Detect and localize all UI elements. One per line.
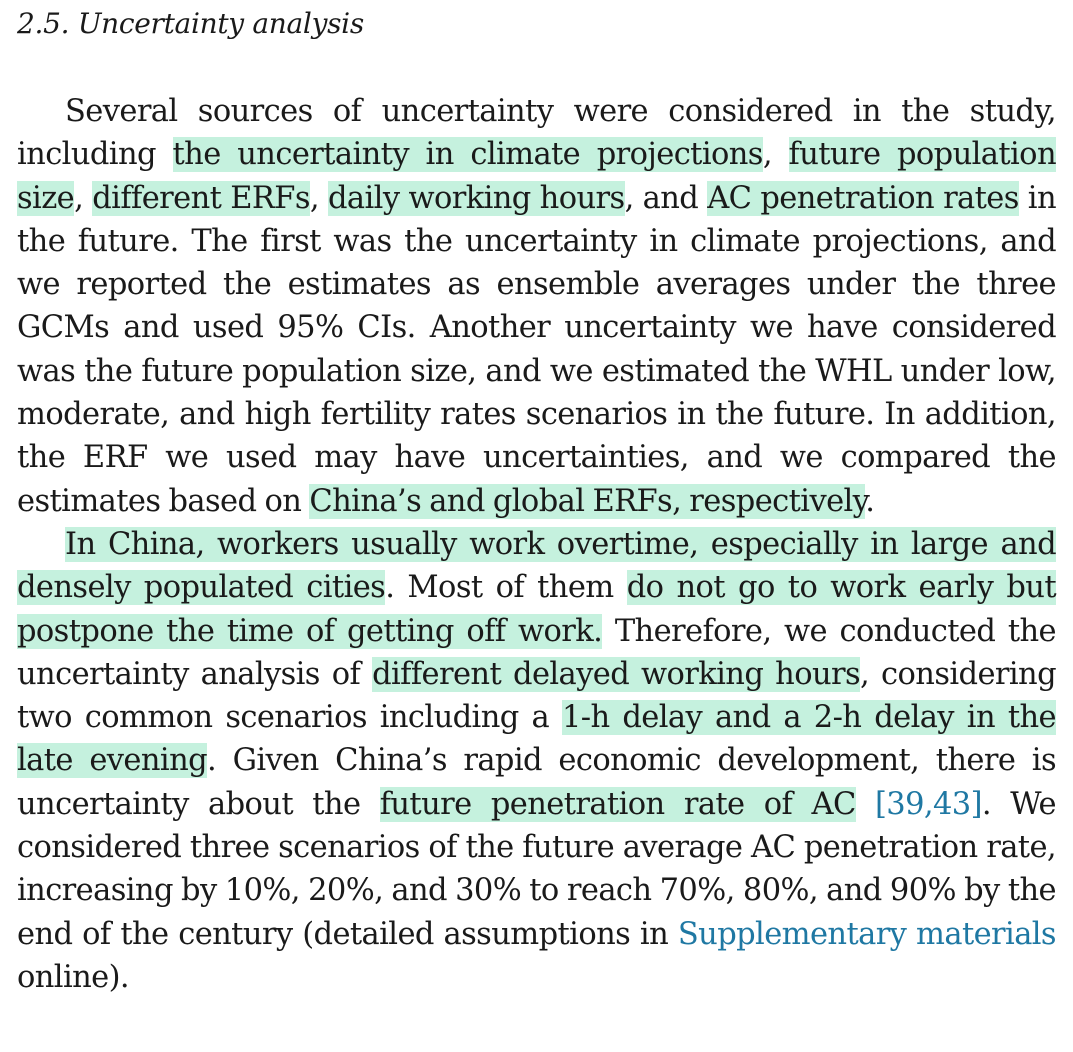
- section-heading: 2.5. Uncertainty analysis: [17, 7, 364, 40]
- paragraph-uncertainty-sources: Several sources of uncertainty were cons…: [17, 90, 1057, 523]
- text-run: , and: [624, 180, 708, 216]
- text-run: . Most of them: [385, 570, 627, 606]
- text-run: online).: [17, 959, 130, 995]
- text-run: ,: [309, 180, 328, 216]
- text-run: ,: [74, 180, 93, 216]
- highlight-different-erfs[interactable]: different ERFs: [92, 180, 311, 216]
- highlight-climate-projections[interactable]: the uncertainty in climate projections: [172, 137, 763, 173]
- highlight-daily-working-hours[interactable]: daily working hours: [328, 180, 625, 216]
- text-run: . We considered three scenarios of the f…: [17, 786, 1057, 952]
- text-run: ,: [762, 137, 789, 173]
- paragraph-working-hours: In China, workers usually work overtime,…: [17, 523, 1057, 999]
- text-run: .: [865, 483, 875, 519]
- text-run: Several sources of uncertainty were cons…: [17, 94, 1057, 173]
- highlight-delayed-hours[interactable]: different delayed working hours: [372, 656, 861, 692]
- supplementary-materials-link[interactable]: Supplementary materials: [677, 916, 1057, 952]
- text-run: [856, 787, 875, 822]
- text-run: . Given China’s rapid economic developme…: [17, 743, 1057, 822]
- highlight-china-global-erfs[interactable]: China’s and global ERFs, respectively: [309, 483, 866, 519]
- citation-link[interactable]: [39,43]: [874, 786, 983, 822]
- highlight-ac-penetration[interactable]: AC penetration rates: [707, 180, 1019, 216]
- text-run: in the future. The first was the uncerta…: [17, 180, 1057, 519]
- article-page: 2.5. Uncertainty analysis Several source…: [17, 0, 1057, 999]
- highlight-future-ac-rate[interactable]: future penetration rate of AC: [379, 786, 856, 822]
- text-run: , considering two common scenarios inclu…: [17, 656, 1057, 736]
- text-run: Therefore, we conducted the uncertainty …: [17, 613, 1057, 692]
